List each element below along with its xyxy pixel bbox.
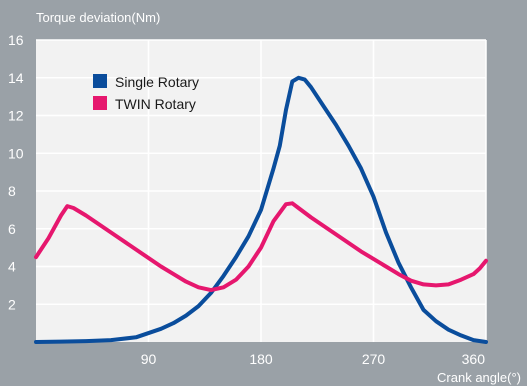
- legend: Single Rotary TWIN Rotary: [93, 74, 199, 112]
- y-tick-label: 4: [8, 259, 16, 275]
- series-layer: [34, 75, 488, 344]
- y-tick-label: 6: [8, 221, 16, 237]
- y-tick-label: 16: [8, 32, 24, 48]
- legend-label-single-rotary: Single Rotary: [115, 74, 199, 90]
- y-tick-labels: 2 4 6 8 10 12 14 16: [8, 32, 24, 312]
- series-line-single-rotary: [34, 75, 488, 344]
- x-tick-label: 90: [141, 351, 157, 367]
- x-tick-labels: 90 180 270 360: [141, 351, 486, 367]
- series-line-twin-rotary: [34, 201, 488, 293]
- legend-label-twin-rotary: TWIN Rotary: [115, 96, 196, 112]
- x-axis-label: Crank angle(°): [437, 370, 521, 385]
- x-tick-label: 360: [462, 351, 486, 367]
- legend-swatch-single-rotary: [93, 74, 107, 88]
- y-tick-label: 2: [8, 296, 16, 312]
- y-tick-label: 8: [8, 183, 16, 199]
- x-tick-label: 180: [249, 351, 273, 367]
- y-axis-label: Torque deviation(Nm): [36, 10, 160, 25]
- y-tick-label: 12: [8, 108, 24, 124]
- legend-swatch-twin-rotary: [93, 96, 107, 110]
- gridlines: [36, 39, 487, 342]
- x-tick-label: 270: [362, 351, 386, 367]
- y-tick-label: 10: [8, 145, 24, 161]
- y-tick-label: 14: [8, 70, 24, 86]
